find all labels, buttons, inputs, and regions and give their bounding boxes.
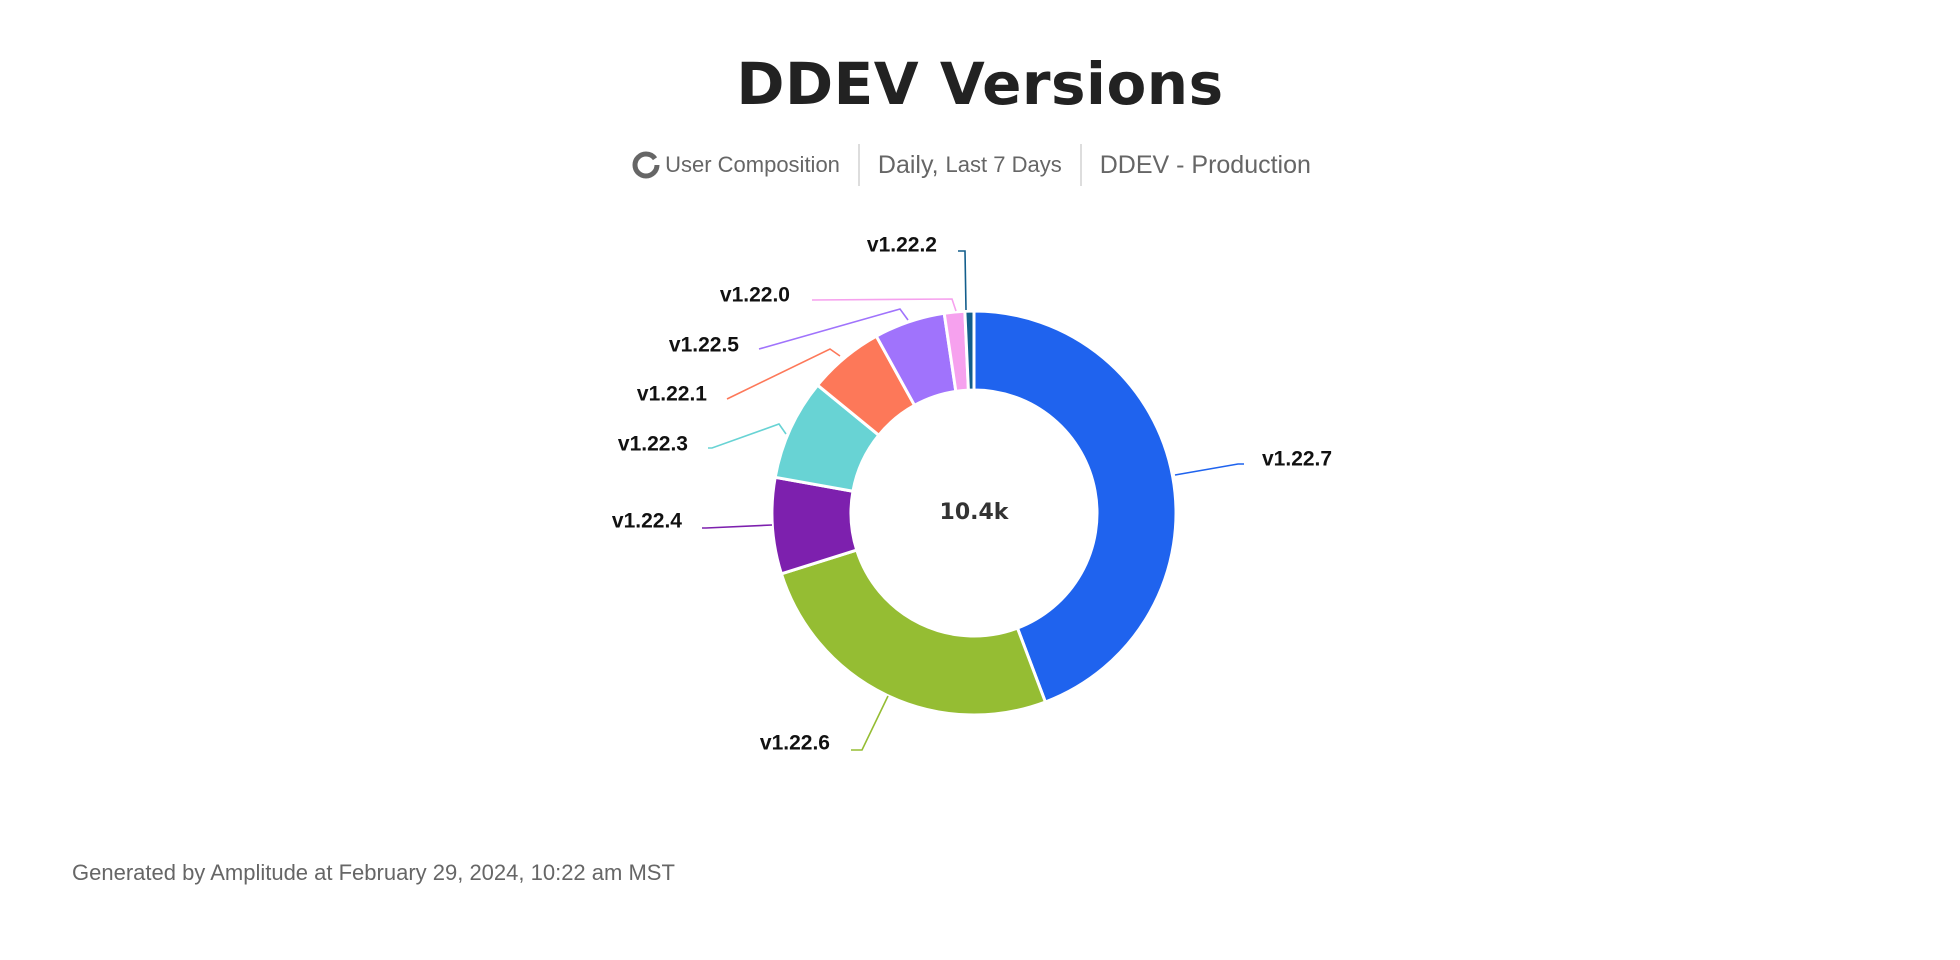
total-label: 10.4k (940, 500, 1010, 525)
leader-line-v1.22.5 (758, 308, 909, 350)
leader-line-v1.22.2 (958, 250, 967, 311)
interval-prefix: Daily, (877, 150, 939, 179)
slice-label: v1.22.7 (1262, 448, 1332, 471)
slice-label: v1.22.4 (612, 510, 682, 533)
leader-line-v1.22.6 (851, 695, 889, 751)
slice-v1.22.2[interactable] (963, 309, 976, 392)
chart-kind: User Composition (631, 144, 858, 186)
slice-v1.22.6[interactable] (779, 548, 1047, 717)
chart-kind-label: User Composition (665, 152, 840, 177)
footer-text: Generated by Amplitude at February 29, 2… (72, 860, 675, 885)
interval-range: Last 7 Days (945, 152, 1062, 177)
slice-label: v1.22.3 (618, 433, 688, 456)
leader-line-v1.22.4 (702, 524, 773, 529)
slice-label: v1.22.6 (760, 732, 830, 755)
slice-label: v1.22.0 (720, 284, 790, 307)
slice-label: v1.22.2 (867, 234, 937, 257)
leader-line-v1.22.0 (811, 298, 957, 312)
chart-subtitle: User Composition Daily, Last 7 Days DDEV… (0, 144, 1960, 186)
leader-line-v1.22.1 (726, 348, 841, 400)
chart-title: DDEV Versions (736, 50, 1224, 118)
project: DDEV - Production (1079, 144, 1329, 186)
project-label: DDEV - Production (1099, 150, 1311, 179)
slice-label: v1.22.5 (669, 334, 739, 357)
donut-icon (632, 151, 660, 179)
slice-v1.22.7[interactable] (972, 309, 1178, 704)
leader-line-v1.22.7 (1174, 463, 1244, 476)
slice-label: v1.22.1 (637, 383, 707, 406)
leader-line-v1.22.3 (708, 423, 787, 449)
interval: Daily, Last 7 Days (857, 144, 1080, 186)
